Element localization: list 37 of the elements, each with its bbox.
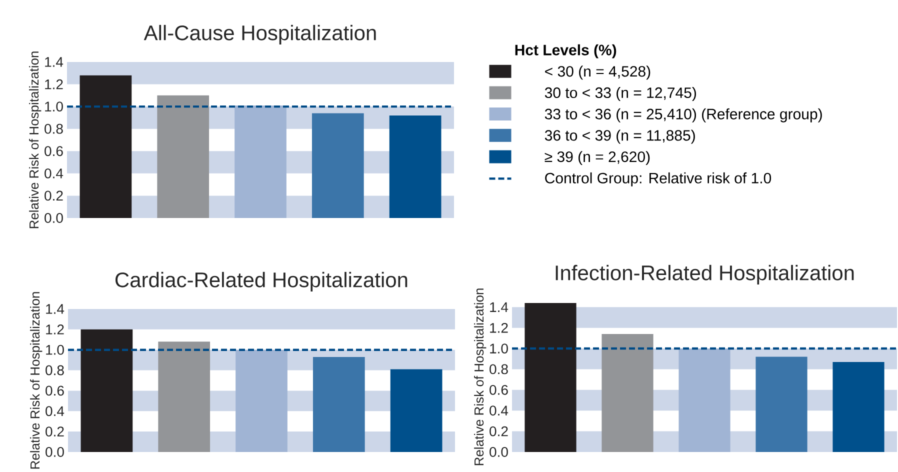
y-axis-title: Relative Risk of Hospitalization [30, 292, 42, 469]
legend-label: 33 to < 36 (n = 25,410) (Reference group) [544, 108, 822, 122]
y-tick-label: 0.4 [46, 406, 64, 416]
y-tick-label: 1.2 [45, 79, 63, 90]
legend-label: < 30 (n = 4,528) [545, 66, 650, 80]
y-tick-label: 0.4 [44, 168, 64, 178]
legend-label: 30 to < 33 (n = 12,745) [544, 87, 696, 102]
legend-label: ≥ 39 (n = 2,620) [544, 151, 650, 166]
chart-title: Cardiac-Related Hospitalization [116, 272, 408, 292]
y-tick-label: 1.0 [45, 102, 63, 112]
y-tick-label: 0.8 [490, 364, 508, 374]
y-tick-label: 0.0 [46, 447, 64, 457]
y-tick-label: 1.2 [490, 322, 508, 333]
y-tick-label: 1.4 [46, 304, 64, 314]
y-axis-title: Relative Risk of Hospitalization [29, 52, 42, 228]
y-tick-label: 0.2 [46, 426, 64, 437]
y-axis-title: Relative Risk of Hospitalization [474, 288, 486, 466]
chart-title: All-Cause Hospitalization [144, 24, 376, 44]
y-tick-label: 1.0 [46, 344, 64, 355]
y-tick-label: 0.6 [46, 386, 64, 396]
y-tick-label: 0.2 [44, 190, 63, 201]
legend-title: Hct Levels (%) [515, 44, 616, 58]
y-tick-label: 0.6 [44, 146, 63, 156]
y-tick-label: 0.8 [46, 365, 64, 376]
legend-label: Control Group: Relative risk of 1.0 [545, 172, 772, 186]
chart-title: Infection-Related Hospitalization [556, 264, 854, 284]
y-tick-label: 1.4 [490, 302, 508, 312]
legend-label: 36 to < 39 (n = 11,885) [544, 130, 695, 144]
y-tick-label: 1.2 [46, 324, 64, 334]
y-tick-label: 0.0 [44, 213, 63, 223]
y-tick-label: 1.0 [490, 344, 508, 354]
y-tick-label: 0.0 [490, 447, 508, 457]
y-tick-label: 0.4 [490, 406, 508, 416]
y-tick-label: 0.8 [44, 124, 63, 134]
y-tick-label: 1.4 [45, 57, 64, 67]
y-tick-label: 0.2 [490, 426, 508, 436]
y-tick-label: 0.6 [490, 384, 508, 395]
